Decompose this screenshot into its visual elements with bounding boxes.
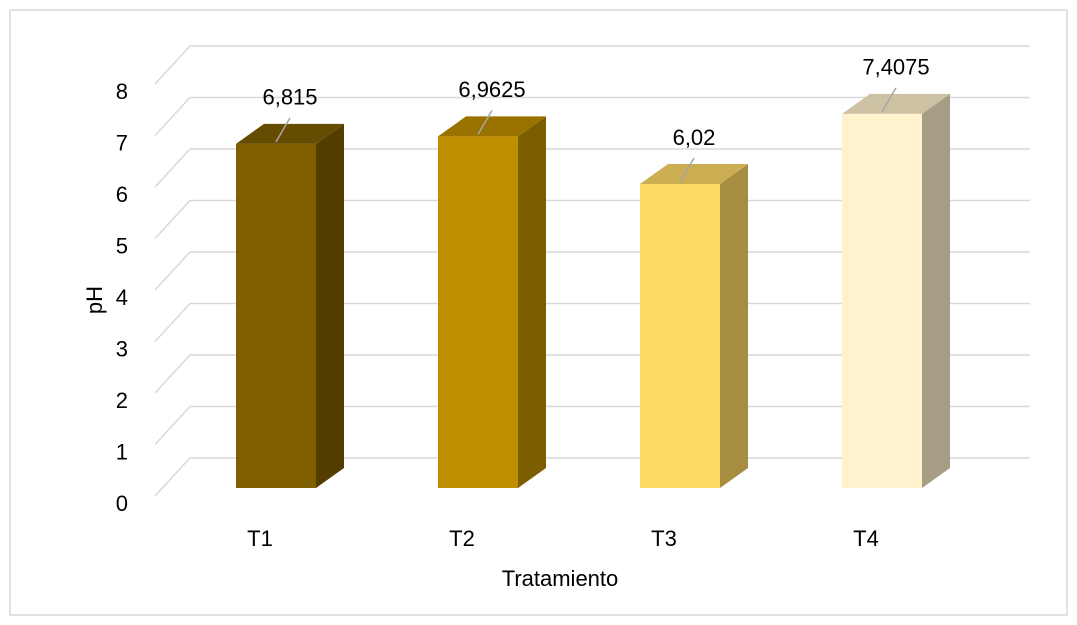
y-tick-label: 5 xyxy=(116,233,128,258)
grid-line xyxy=(154,199,191,240)
bar-top xyxy=(842,93,950,114)
bar xyxy=(640,183,720,489)
y-tick-label: 1 xyxy=(116,439,128,464)
data-label: 6,02 xyxy=(673,125,716,150)
data-label: 7,4075 xyxy=(862,55,929,80)
y-tick-label: 7 xyxy=(116,130,128,155)
bar-top xyxy=(438,116,546,137)
y-axis-label: pH xyxy=(82,286,107,314)
y-tick-label: 0 xyxy=(116,491,128,516)
x-tick-label: T1 xyxy=(247,526,273,551)
bar xyxy=(438,136,518,489)
grid-line xyxy=(154,45,191,85)
leader-line xyxy=(679,157,695,183)
bar-top xyxy=(236,123,344,144)
grid-line xyxy=(154,457,191,497)
bar-top xyxy=(640,163,748,184)
data-label: 6,815 xyxy=(262,85,317,110)
x-axis-label: Tratamiento xyxy=(502,566,619,591)
grid-line xyxy=(154,96,191,137)
bar-side xyxy=(518,116,546,489)
leader-line xyxy=(477,110,493,135)
bar-side xyxy=(720,163,748,489)
bar xyxy=(842,113,922,488)
x-tick-label: T3 xyxy=(651,526,677,551)
data-label: 6,9625 xyxy=(458,77,525,102)
y-tick-label: 3 xyxy=(116,336,128,361)
x-tick-label: T2 xyxy=(449,526,475,551)
grid-line xyxy=(154,354,191,394)
bar-side xyxy=(922,93,950,488)
y-tick-label: 4 xyxy=(116,285,128,310)
y-tick-label: 8 xyxy=(116,79,128,104)
x-tick-label: T4 xyxy=(853,526,879,551)
grid-line xyxy=(154,148,191,188)
leader-line xyxy=(881,87,897,113)
y-tick-label: 2 xyxy=(116,388,128,413)
grid-line xyxy=(154,251,191,291)
bar-side xyxy=(316,123,344,488)
bar xyxy=(236,143,316,488)
grid-line xyxy=(154,405,191,446)
y-tick-label: 6 xyxy=(116,182,128,207)
grid-line xyxy=(154,302,191,343)
leader-line xyxy=(275,117,291,143)
